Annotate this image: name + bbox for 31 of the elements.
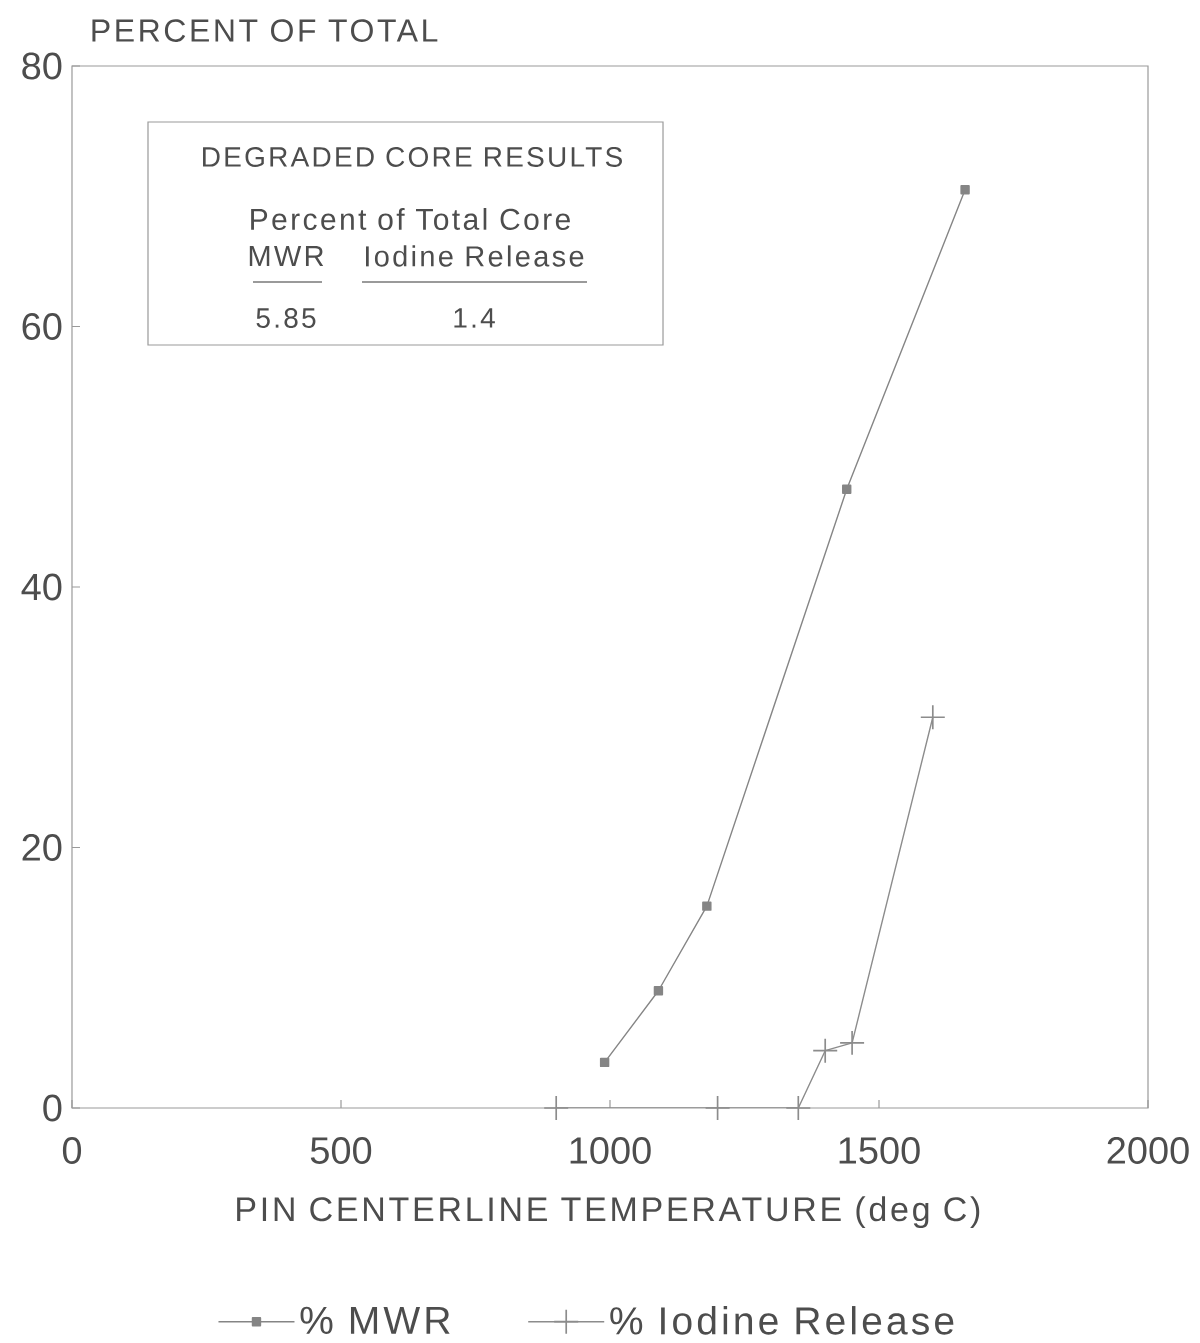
x-tick-label: 1500 xyxy=(839,1137,920,1164)
point xyxy=(544,1096,569,1120)
x-tick-label: 2000 xyxy=(1107,1137,1189,1164)
y-tick-label: 60 xyxy=(22,313,62,340)
y-axis-title: PERCENT OF TOTAL xyxy=(92,19,438,42)
point xyxy=(599,1057,610,1068)
annotation: DEGRADED CORE RESULTS xyxy=(203,147,622,167)
annotation: 1.4 xyxy=(454,308,495,328)
x-tick-label: 0 xyxy=(62,1137,82,1164)
point xyxy=(960,185,970,195)
point xyxy=(842,484,852,495)
annotation: 5.85 xyxy=(256,308,316,328)
legend-label: % MWR xyxy=(300,1306,450,1334)
annotation: Percent of Total Core xyxy=(251,207,570,230)
x-tick-label: 1000 xyxy=(570,1137,651,1164)
point xyxy=(786,1096,811,1120)
legend-label: % Iodine Release xyxy=(610,1306,954,1335)
x-axis-title: PIN CENTERLINE TEMPERATURE (deg C) xyxy=(237,1196,980,1229)
x-tick-label: 500 xyxy=(310,1137,372,1164)
y-tick-label: 0 xyxy=(43,1094,62,1122)
point xyxy=(813,1038,838,1063)
point xyxy=(653,986,664,996)
y-tick-label: 40 xyxy=(21,573,62,601)
point xyxy=(920,705,945,730)
y-tick-label: 80 xyxy=(22,52,62,80)
point xyxy=(840,1030,865,1055)
y-tick-label: 20 xyxy=(22,834,62,861)
annotation: Iodine Release xyxy=(366,245,584,267)
point xyxy=(705,1096,730,1120)
annotation: MWR xyxy=(249,246,324,266)
point xyxy=(702,901,712,911)
